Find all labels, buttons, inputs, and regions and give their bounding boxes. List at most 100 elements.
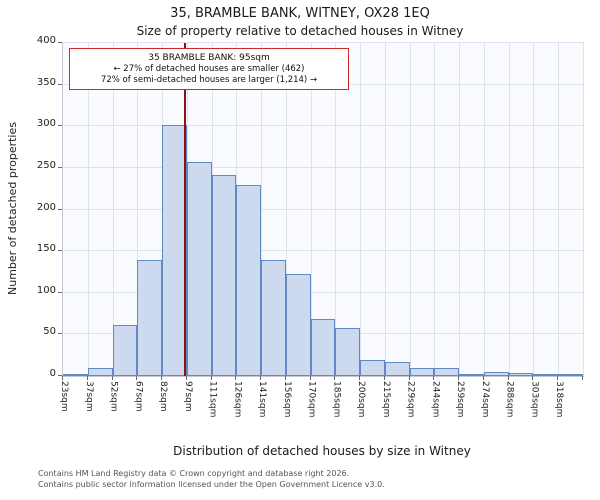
annotation-box: 35 BRAMBLE BANK: 95sqm ← 27% of detached…: [69, 48, 349, 90]
y-tick-label: 400: [36, 35, 56, 46]
histogram-bar: [236, 184, 262, 376]
x-tick-mark: [136, 376, 138, 380]
x-tick-mark: [582, 376, 583, 380]
plot-area: 35 BRAMBLE BANK: 95sqm ← 27% of detached…: [62, 42, 584, 377]
x-tick-label: 82sqm: [158, 381, 169, 412]
x-tick-mark: [408, 376, 410, 380]
v-gridline: [384, 43, 386, 376]
h-gridline: [63, 208, 583, 210]
v-gridline: [459, 43, 461, 376]
x-tick-label: 288sqm: [504, 381, 515, 418]
histogram-bar: [162, 125, 187, 376]
y-tick-label: 200: [36, 201, 56, 213]
histogram-bar: [261, 260, 286, 376]
v-gridline: [434, 43, 436, 376]
y-tick-mark: [58, 42, 62, 43]
x-tick-mark: [185, 376, 187, 380]
histogram-bar: [434, 367, 460, 376]
x-tick-label: 274sqm: [479, 381, 490, 418]
x-tick-label: 303sqm: [529, 381, 540, 418]
v-gridline: [533, 43, 535, 376]
v-gridline: [310, 43, 312, 376]
v-gridline: [508, 43, 510, 376]
attribution-footer: Contains HM Land Registry data © Crown c…: [38, 469, 598, 490]
x-tick-mark: [284, 376, 286, 380]
x-tick-label: 215sqm: [380, 381, 391, 418]
y-tick-mark: [58, 208, 62, 210]
y-tick-mark: [58, 333, 62, 335]
x-tick-label: 185sqm: [331, 381, 342, 418]
histogram-bar: [310, 319, 336, 376]
y-tick-label: 250: [36, 159, 56, 171]
v-gridline: [137, 43, 139, 376]
x-tick-mark: [111, 376, 113, 380]
x-tick-label: 141sqm: [257, 381, 268, 418]
x-tick-label: 97sqm: [182, 381, 193, 412]
h-gridline: [63, 291, 583, 293]
x-tick-label: 111sqm: [207, 381, 218, 418]
x-tick-mark: [161, 376, 163, 380]
v-gridline: [360, 43, 362, 376]
x-tick-mark: [507, 376, 509, 380]
x-tick-label: 259sqm: [455, 381, 466, 418]
x-tick-mark: [458, 376, 460, 380]
y-tick-mark: [58, 125, 62, 127]
histogram-bar: [112, 325, 138, 376]
histogram-bar: [285, 273, 311, 376]
x-tick-mark: [433, 376, 435, 380]
x-tick-label: 67sqm: [133, 381, 144, 412]
chart-title: 35, BRAMBLE BANK, WITNEY, OX28 1EQ: [170, 6, 430, 21]
v-gridline: [112, 43, 114, 376]
x-tick-label: 23sqm: [59, 381, 69, 412]
histogram-bar: [508, 372, 534, 376]
v-gridline: [87, 43, 89, 376]
x-tick-label: 229sqm: [405, 381, 416, 418]
y-tick-label: 300: [36, 118, 56, 130]
y-tick-label: 350: [36, 76, 56, 88]
x-tick-mark: [260, 376, 262, 380]
histogram-bar: [459, 373, 484, 376]
x-tick-mark: [557, 376, 559, 380]
y-tick-mark: [58, 291, 62, 293]
x-tick-label: 126sqm: [232, 381, 243, 418]
y-tick-label: 0: [49, 368, 56, 379]
x-tick-label: 200sqm: [356, 381, 367, 418]
histogram-bar: [211, 175, 237, 376]
v-gridline: [285, 43, 287, 376]
x-tick-mark: [62, 376, 63, 380]
histogram-bar: [335, 327, 361, 376]
x-tick-mark: [210, 376, 212, 380]
y-tick-mark: [58, 250, 62, 252]
x-tick-mark: [235, 376, 237, 380]
x-tick-label: 170sqm: [306, 381, 317, 418]
histogram-bar: [483, 371, 509, 376]
v-gridline: [261, 43, 263, 376]
v-gridline: [483, 43, 485, 376]
y-axis-label: Number of detached properties: [6, 122, 19, 295]
x-tick-label: 156sqm: [281, 381, 292, 418]
x-tick-mark: [482, 376, 484, 380]
x-tick-mark: [532, 376, 534, 380]
x-tick-mark: [309, 376, 311, 380]
y-tick-label: 150: [36, 243, 56, 255]
x-axis-label: Distribution of detached houses by size …: [173, 444, 471, 458]
v-gridline: [335, 43, 337, 376]
histogram-bar: [533, 374, 559, 376]
histogram-bar: [409, 367, 435, 376]
y-tick-mark: [58, 83, 62, 85]
property-size-marker-line: [183, 43, 186, 376]
histogram-bar: [63, 373, 88, 376]
x-tick-mark: [383, 376, 385, 380]
annotation-line: ← 27% of detached houses are smaller (46…: [113, 64, 305, 74]
x-tick-label: 244sqm: [430, 381, 441, 418]
footer-line: Contains public sector information licen…: [38, 479, 385, 489]
h-gridline: [63, 166, 583, 168]
histogram-bar: [137, 260, 163, 376]
histogram-bar: [384, 361, 410, 376]
x-tick-label: 318sqm: [554, 381, 565, 418]
h-gridline: [63, 250, 583, 252]
v-gridline: [409, 43, 411, 376]
chart-subtitle: Size of property relative to detached ho…: [136, 24, 464, 38]
x-tick-mark: [359, 376, 361, 380]
